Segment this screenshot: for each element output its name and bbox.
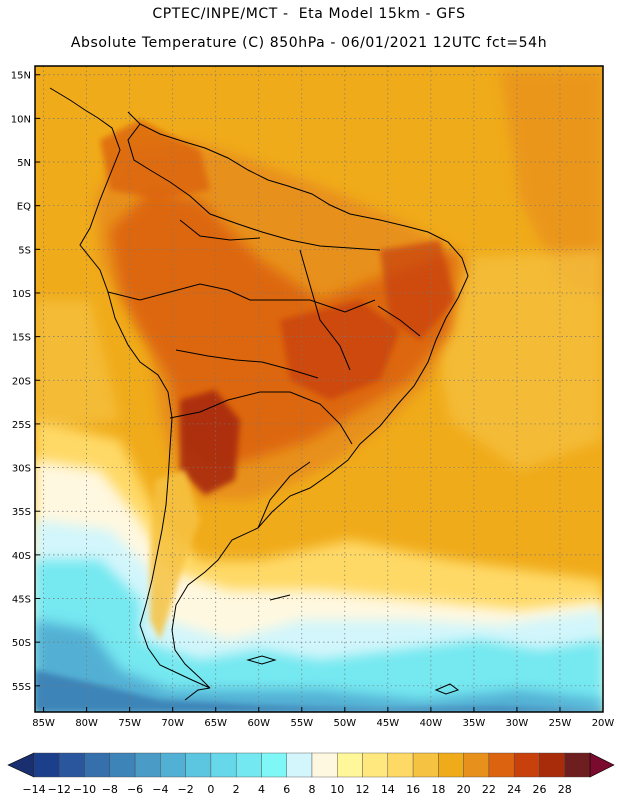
lat-label: 20S [12,376,31,387]
colorbar-label: 0 [207,783,214,796]
lat-label: 40S [12,551,31,562]
chart-title-line1: CPTEC/INPE/MCT - Eta Model 15km - GFS [152,6,466,22]
lat-label: 5S [18,245,31,256]
coastlines [49,87,469,701]
colorbar-swatch [539,752,565,778]
temperature-field [35,66,603,712]
latitude-axis: 15N 10N 5N EQ 5S 10S 15S 20S 25S 30S 35S 40S 45S 50S 5… [11,71,40,693]
lat-label: 30S [12,464,31,475]
colorbar-label: −12 [48,783,71,796]
colorbar-swatch [564,752,591,778]
colorbar-swatch [438,752,464,778]
colorbar-label: 6 [283,783,290,796]
colorbar-swatch [84,752,111,778]
colorbar-label: 4 [258,783,265,796]
lat-label: 15S [12,333,31,344]
temperature-map: 15N 10N 5N EQ 5S 10S 15S 20S 25S 30S 35S 40S 45S 50S 5… [11,65,614,729]
colorbar-swatch [488,752,515,778]
colorbar-label: 8 [309,783,316,796]
lon-label: 20W [592,718,615,729]
graticule [35,66,603,712]
lat-label: 15N [11,71,31,82]
colorbar-label: 2 [233,783,240,796]
colorbar-label: 10 [330,783,344,796]
colorbar-label: −4 [152,783,168,796]
chart-title-line2: Absolute Temperature (C) 850hPa - 06/01/… [70,35,548,51]
lon-label: 65W [204,718,227,729]
colorbar-swatch [235,752,262,778]
colorbar-swatch [463,752,490,778]
colorbar-swatch [362,752,389,778]
lat-label: 10S [12,289,31,300]
lon-label: 60W [247,718,270,729]
colorbar-label: 12 [356,783,370,796]
longitude-axis: 85W 80W 75W 70W 65W 60W 55W 50W 45W 40W 35W 30W 25W 2… [32,707,614,729]
colorbar: −14 −12 −10 −8 −6 −4 −2 0 2 4 6 8 10 12 14 16 18 20 22 24 26… [7,752,615,796]
colorbar-swatch [513,752,540,778]
colorbar-swatch [387,752,414,778]
lon-label: 85W [32,718,55,729]
colorbar-label: 14 [381,783,395,796]
colorbar-label: 26 [532,783,546,796]
colorbar-label: 20 [457,783,471,796]
lat-label: 5N [17,158,31,169]
colorbar-swatch [337,752,363,778]
lat-label: 55S [12,682,31,693]
lat-label: 35S [12,507,31,518]
colorbar-swatch [33,752,60,778]
colorbar-label: −2 [178,783,194,796]
colorbar-swatch [311,752,338,778]
colorbar-swatch [286,752,313,778]
colorbar-swatch [134,752,161,778]
colorbar-swatch [109,752,136,778]
lat-label: 10N [11,114,31,125]
lat-label: 45S [12,595,31,606]
lon-label: 55W [290,718,313,729]
colorbar-swatch [210,752,237,778]
colorbar-label: 16 [406,783,420,796]
lat-label: 50S [12,638,31,649]
map-frame [34,65,604,713]
colorbar-label: 28 [558,783,572,796]
lon-label: 40W [420,718,443,729]
colorbar-swatch [185,752,212,778]
colorbar-label: 24 [507,783,521,796]
lon-label: 50W [334,718,357,729]
lon-label: 75W [118,718,141,729]
colorbar-label: 22 [482,783,496,796]
colorbar-swatch [160,752,186,778]
colorbar-label: 18 [431,783,445,796]
colorbar-high-arrow [589,752,615,778]
colorbar-label: −8 [102,783,118,796]
lon-label: 80W [75,718,98,729]
colorbar-label: −10 [73,783,96,796]
colorbar-label: −14 [22,783,45,796]
lon-label: 25W [549,718,572,729]
colorbar-swatch [261,752,287,778]
colorbar-low-arrow [7,752,35,778]
lon-label: 70W [161,718,184,729]
lat-label: EQ [17,202,31,213]
lon-label: 35W [463,718,486,729]
lat-label: 25S [12,420,31,431]
lon-label: 45W [377,718,400,729]
colorbar-swatch [59,752,85,778]
lon-label: 30W [506,718,529,729]
colorbar-swatch [412,752,439,778]
colorbar-label: −6 [127,783,143,796]
